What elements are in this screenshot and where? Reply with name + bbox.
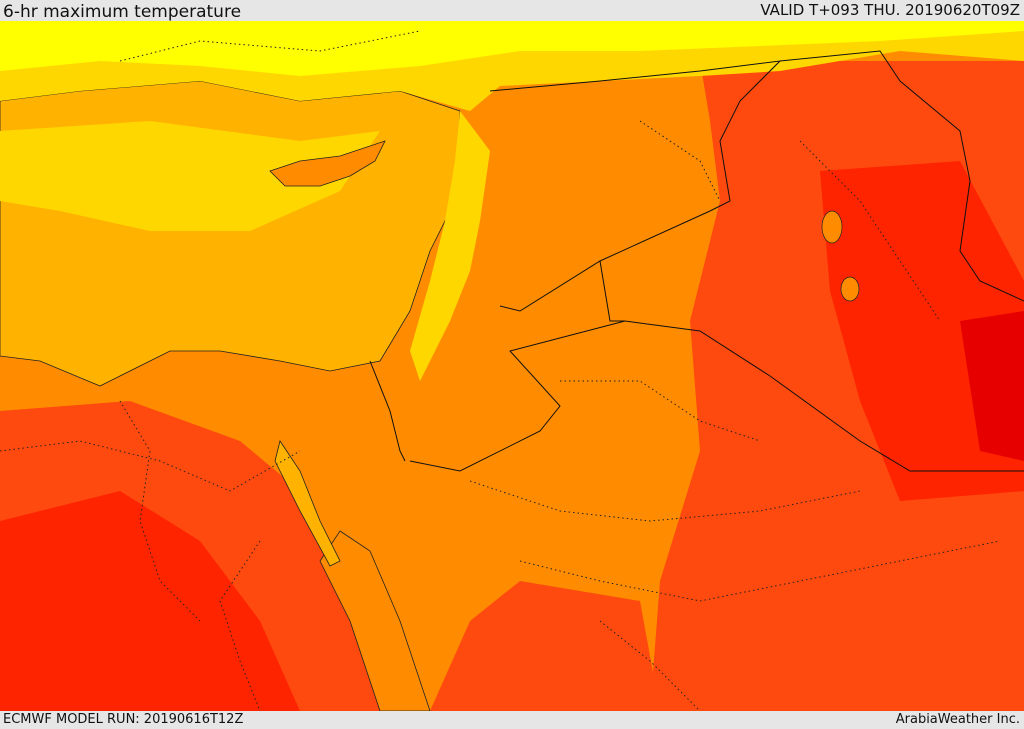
border-syria <box>489 60 782 312</box>
zone-sea-mild <box>0 121 380 231</box>
zone-anatolia-cool <box>0 21 1024 76</box>
red-sea <box>319 530 431 711</box>
temperature-map <box>0 21 1024 711</box>
province-boundaries <box>0 30 1001 711</box>
lake-habbaniyah <box>840 276 860 302</box>
border-jordan <box>409 260 626 472</box>
zone-iraq-hot <box>820 161 1024 501</box>
credit: ArabiaWeather Inc. <box>895 712 1020 727</box>
cyprus <box>269 140 386 187</box>
zone-gulf-hot <box>960 311 1024 461</box>
zone-egypt-hot <box>0 491 300 711</box>
zone-hejaz-red <box>430 581 660 711</box>
lake-tharthar <box>821 210 843 244</box>
map-title: 6-hr maximum temperature <box>3 2 242 22</box>
model-run: ECMWF MODEL RUN: 20190616T12Z <box>3 712 244 727</box>
border-sinai <box>369 360 406 462</box>
map-header: 6-hr maximum temperature VALID T+093 THU… <box>0 0 1024 22</box>
zone-levant-coast <box>410 111 490 381</box>
border-iraq-iran <box>779 50 1024 302</box>
valid-time: VALID T+093 THU. 20190620T09Z <box>760 1 1020 19</box>
map-canvas <box>0 21 1024 711</box>
gulf-of-suez <box>274 440 341 567</box>
map-footer: ECMWF MODEL RUN: 20190616T12Z ArabiaWeat… <box>0 711 1024 729</box>
border-iraq-saudi <box>624 320 1024 472</box>
